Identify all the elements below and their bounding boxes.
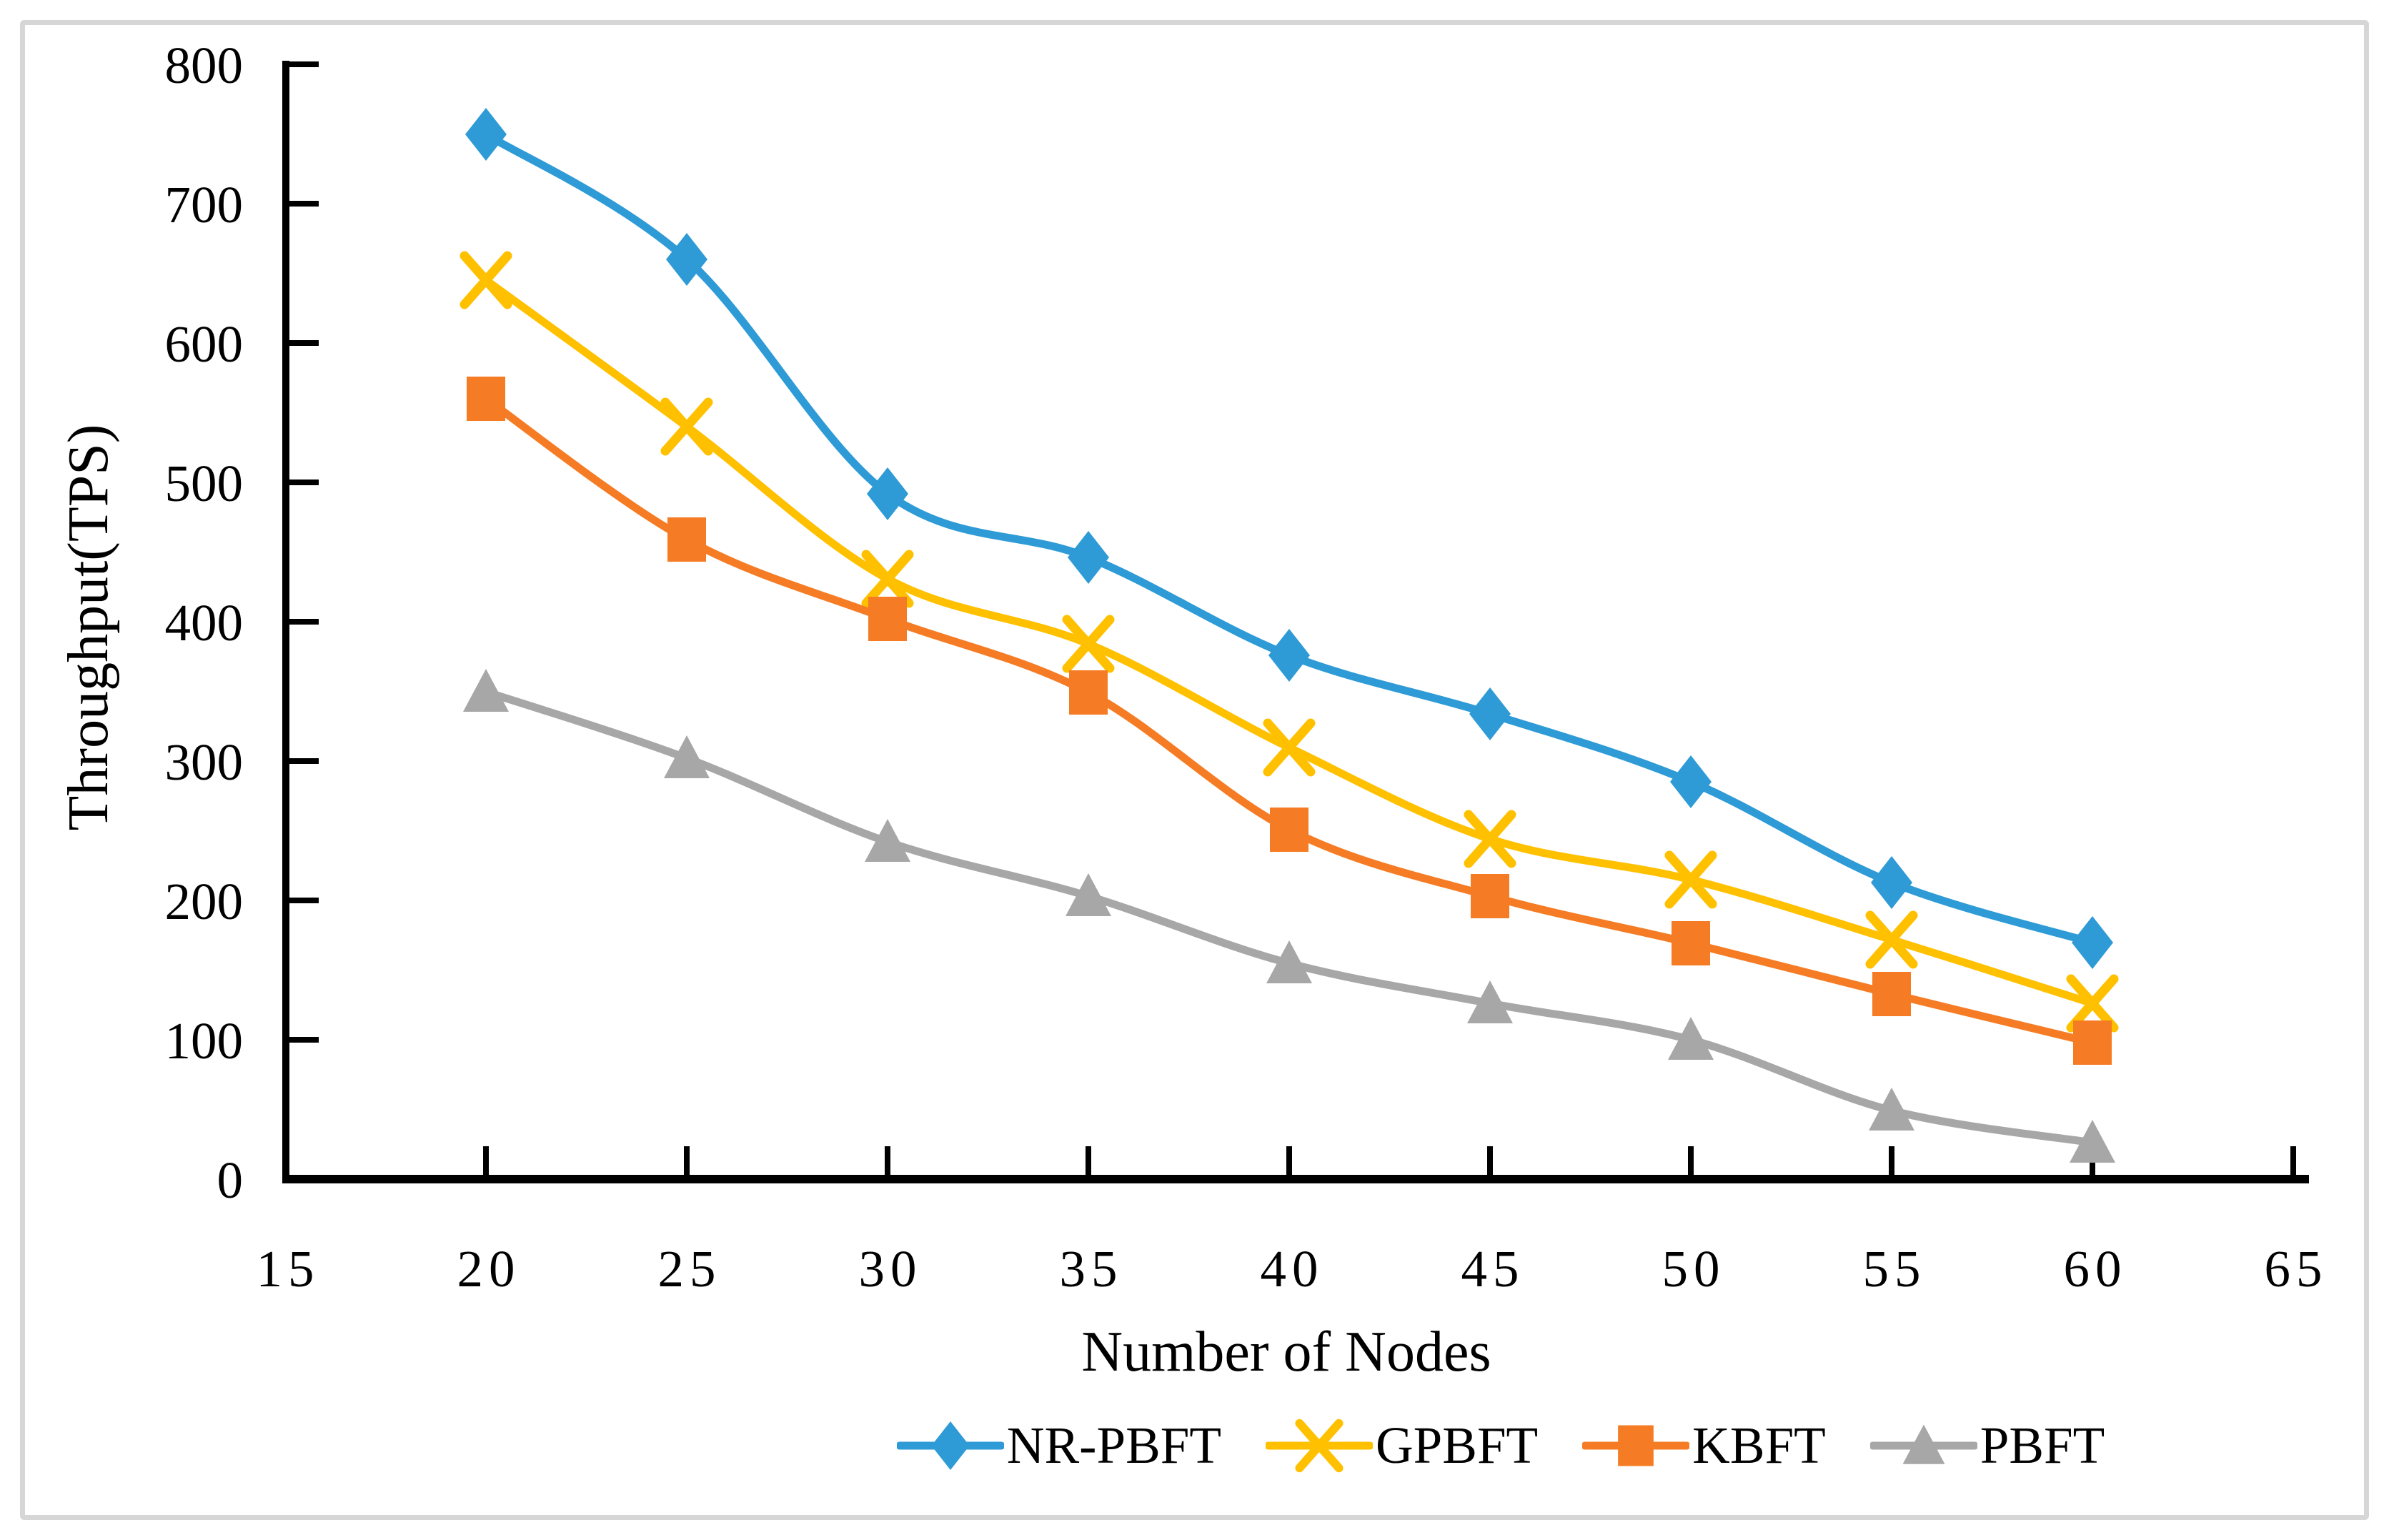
legend-label: KBFT [1692,1416,1826,1474]
x-tick-label: 15 [257,1240,320,1298]
legend-item-KBFT: KBFT [1582,1411,1826,1480]
legend-item-GPBFT: GPBFT [1265,1411,1539,1480]
data-point-marker [865,819,910,862]
data-point-marker [1672,921,1710,965]
series-markers-KBFT [467,377,2112,1065]
data-point-marker [1270,808,1308,852]
y-tick-label: 400 [165,594,244,652]
y-tick-label: 100 [165,1012,244,1070]
data-point-marker [667,517,706,562]
data-point-marker [1069,670,1108,715]
data-point-marker [2070,1120,2115,1163]
data-point-marker [1618,1425,1654,1466]
x-tick-label: 55 [1863,1240,1927,1298]
y-tick-label: 800 [165,36,244,94]
x-tick-label: 40 [1261,1240,1324,1298]
data-point-marker [465,108,507,161]
x-tick-label: 65 [2265,1240,2328,1298]
x-tick-label: 45 [1461,1240,1525,1298]
legend-label: PBFT [1980,1416,2105,1474]
x-tick-label: 20 [457,1240,521,1298]
x-tick-label: 25 [658,1240,722,1298]
data-point-marker [1467,980,1513,1023]
data-point-marker [1668,1017,1714,1060]
data-point-marker [660,397,713,456]
y-axis-title: Throughput(TPS) [57,424,120,831]
data-point-marker [868,597,907,641]
y-tick-label: 200 [165,873,244,930]
x-tick-label: 35 [1060,1240,1123,1298]
x-axis-title: Number of Nodes [1081,1321,1491,1383]
legend-marker-triangle-icon [1869,1424,1977,1464]
y-tick-label: 500 [165,454,244,512]
y-tick-label: 0 [217,1151,244,1209]
data-point-marker [1266,940,1312,983]
data-point-marker [664,735,710,778]
x-tick-label: 50 [1662,1240,1726,1298]
data-point-marker [463,669,509,712]
data-point-marker [1068,531,1109,584]
data-point-marker [1469,687,1511,740]
data-point-marker [666,233,707,286]
data-point-marker [1295,1419,1343,1473]
legend-marker-x-icon [1265,1419,1373,1473]
data-point-marker [1471,874,1509,918]
data-point-marker [460,251,512,309]
data-point-marker [1871,856,1912,909]
legend-marker-diamond-icon [896,1421,1004,1471]
data-point-marker [1062,615,1115,673]
legend-marker-square-icon [1582,1425,1690,1466]
data-point-marker [1872,972,1911,1016]
legend-label: NR-PBFT [1006,1416,1221,1474]
legend-item-NR-PBFT: NR-PBFT [896,1411,1221,1480]
legend-item-PBFT: PBFT [1869,1411,2105,1480]
data-point-marker [1670,755,1712,808]
x-tick-label: 60 [2064,1240,2127,1298]
data-point-marker [867,467,908,520]
data-point-marker [1263,718,1316,777]
series-line-PBFT [482,687,2097,1147]
series-markers-NR-PBFT [465,108,2113,969]
data-point-marker [861,550,914,608]
axes: 0 100 200 300 400 500 600 700 800 15 20 25 30 35 40 45 5… [165,36,2328,1298]
data-point-marker [1464,810,1516,868]
series-markers-GPBFT [460,251,2119,1033]
series-markers-PBFT [463,669,2115,1163]
y-tick-label: 700 [165,176,244,234]
data-point-marker [1902,1424,1945,1464]
data-point-marker [467,377,505,421]
data-point-marker [2066,974,2119,1033]
data-point-marker [931,1421,970,1471]
data-point-marker [1865,910,1918,969]
data-point-marker [1664,850,1717,909]
x-tick-label: 30 [859,1240,923,1298]
data-point-marker [2073,1020,2112,1065]
legend-label: GPBFT [1375,1416,1539,1474]
data-series [460,108,2119,1163]
data-point-marker [1268,629,1310,682]
y-tick-label: 300 [165,733,244,791]
data-point-marker [1869,1088,1914,1131]
y-tick-label: 600 [165,315,244,373]
data-point-marker [2072,916,2113,969]
chart-legend: NR-PBFT GPBFT KBFT PBFT [800,1411,2201,1480]
data-point-marker [1066,873,1111,916]
